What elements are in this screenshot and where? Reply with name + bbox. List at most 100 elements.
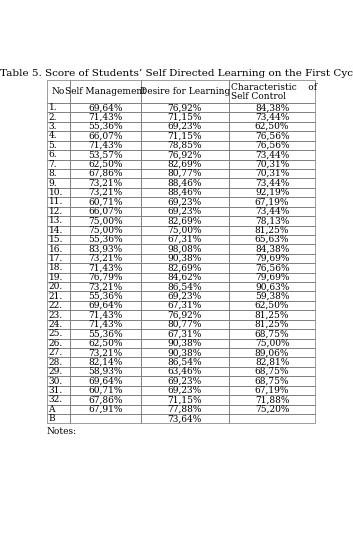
Text: 73,21%: 73,21% — [88, 348, 122, 357]
Text: 75,00%: 75,00% — [255, 339, 289, 348]
Bar — [229, 113, 315, 122]
Text: 69,23%: 69,23% — [168, 292, 202, 301]
Text: 78,85%: 78,85% — [168, 141, 202, 150]
Bar — [70, 301, 141, 310]
Text: 71,43%: 71,43% — [88, 113, 122, 122]
Text: 53,57%: 53,57% — [88, 150, 122, 159]
Bar — [229, 131, 315, 141]
Bar — [47, 80, 70, 103]
Text: 68,75%: 68,75% — [255, 367, 289, 376]
Text: 3.: 3. — [48, 122, 57, 131]
Text: 77,88%: 77,88% — [168, 405, 202, 414]
Text: 17.: 17. — [48, 254, 63, 263]
Bar — [229, 367, 315, 376]
Bar — [47, 405, 70, 414]
Bar — [141, 207, 229, 216]
Text: 73,21%: 73,21% — [88, 282, 122, 291]
Text: 70,31%: 70,31% — [255, 169, 289, 178]
Text: 67,31%: 67,31% — [168, 301, 202, 310]
Text: 18.: 18. — [48, 263, 63, 273]
Text: 76,56%: 76,56% — [255, 141, 289, 150]
Bar — [141, 395, 229, 405]
Bar — [70, 235, 141, 244]
Bar — [229, 301, 315, 310]
Bar — [47, 216, 70, 226]
Bar — [47, 273, 70, 282]
Text: 76,92%: 76,92% — [168, 150, 202, 159]
Bar — [70, 113, 141, 122]
Text: 69,23%: 69,23% — [168, 207, 202, 216]
Text: 79,69%: 79,69% — [255, 273, 289, 282]
Text: Self Control: Self Control — [231, 92, 286, 101]
Bar — [229, 282, 315, 292]
Bar — [141, 235, 229, 244]
Bar — [141, 405, 229, 414]
Text: 90,38%: 90,38% — [168, 254, 202, 263]
Bar — [47, 103, 70, 113]
Text: 73,64%: 73,64% — [168, 414, 202, 423]
Text: 12.: 12. — [48, 207, 63, 216]
Bar — [70, 169, 141, 178]
Bar — [229, 414, 315, 423]
Bar — [47, 150, 70, 159]
Bar — [70, 338, 141, 348]
Text: 73,44%: 73,44% — [255, 207, 289, 216]
Bar — [70, 150, 141, 159]
Bar — [141, 113, 229, 122]
Text: 15.: 15. — [48, 235, 63, 244]
Text: 67,31%: 67,31% — [168, 329, 202, 338]
Bar — [70, 273, 141, 282]
Text: 67,31%: 67,31% — [168, 235, 202, 244]
Text: 60,71%: 60,71% — [88, 197, 122, 206]
Text: 75,00%: 75,00% — [168, 226, 202, 234]
Bar — [141, 320, 229, 329]
Text: 9.: 9. — [48, 178, 57, 188]
Text: 86,54%: 86,54% — [168, 282, 202, 291]
Bar — [70, 357, 141, 367]
Bar — [47, 357, 70, 367]
Text: 23.: 23. — [48, 311, 62, 319]
Bar — [70, 405, 141, 414]
Text: A: A — [48, 405, 55, 414]
Text: 69,64%: 69,64% — [88, 301, 122, 310]
Text: 81,25%: 81,25% — [255, 320, 289, 329]
Bar — [229, 320, 315, 329]
Text: 68,75%: 68,75% — [255, 376, 289, 386]
Bar — [229, 226, 315, 235]
Bar — [229, 263, 315, 273]
Bar — [47, 348, 70, 357]
Text: 22.: 22. — [48, 301, 62, 310]
Bar — [229, 216, 315, 226]
Bar — [229, 357, 315, 367]
Bar — [47, 131, 70, 141]
Text: 25.: 25. — [48, 329, 63, 338]
Bar — [141, 414, 229, 423]
Bar — [229, 292, 315, 301]
Bar — [47, 141, 70, 150]
Text: 82,69%: 82,69% — [168, 263, 202, 273]
Bar — [229, 376, 315, 386]
Bar — [141, 348, 229, 357]
Text: No: No — [52, 87, 65, 96]
Bar — [70, 386, 141, 395]
Bar — [229, 207, 315, 216]
Text: 55,36%: 55,36% — [88, 122, 122, 131]
Text: 90,38%: 90,38% — [168, 348, 202, 357]
Bar — [229, 150, 315, 159]
Bar — [70, 122, 141, 131]
Text: 84,38%: 84,38% — [255, 103, 289, 112]
Text: 73,21%: 73,21% — [88, 178, 122, 188]
Text: 62,50%: 62,50% — [255, 122, 289, 131]
Bar — [141, 80, 229, 103]
Text: 67,19%: 67,19% — [255, 386, 289, 395]
Bar — [141, 386, 229, 395]
Text: 2.: 2. — [48, 113, 57, 122]
Text: Self Management: Self Management — [65, 87, 146, 96]
Bar — [47, 244, 70, 254]
Bar — [70, 80, 141, 103]
Bar — [47, 376, 70, 386]
Text: 69,23%: 69,23% — [168, 197, 202, 206]
Text: 6.: 6. — [48, 150, 57, 159]
Text: 90,63%: 90,63% — [255, 282, 289, 291]
Bar — [70, 292, 141, 301]
